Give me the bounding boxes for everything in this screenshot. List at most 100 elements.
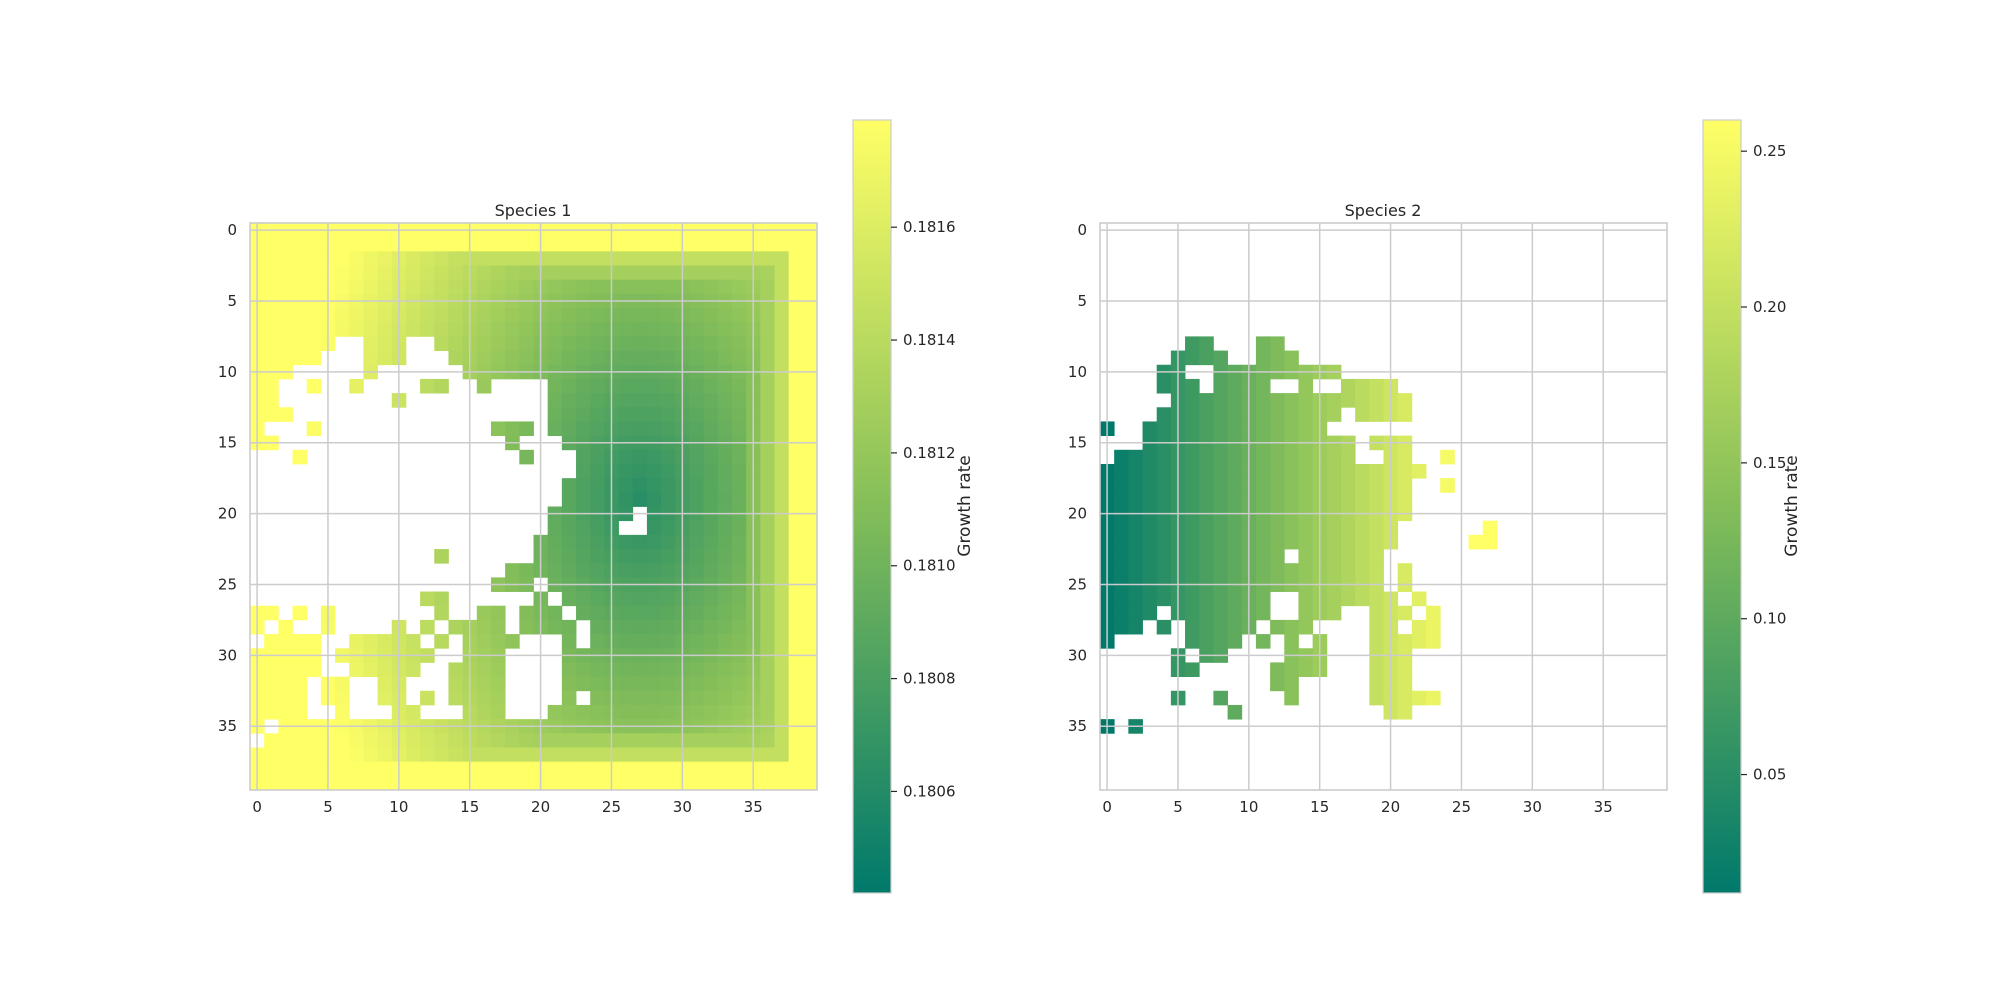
heatmap-cell [689, 534, 704, 550]
heatmap-cell [349, 662, 364, 677]
heatmap-cell [703, 676, 719, 692]
heatmap-cell [278, 704, 293, 720]
heatmap-cell [1270, 336, 1285, 351]
heatmap-cell [774, 534, 790, 550]
heatmap-cell [774, 492, 790, 507]
heatmap-cell [1270, 393, 1285, 408]
heatmap-cell [788, 761, 804, 777]
heatmap-cell [335, 676, 350, 692]
heatmap-cell [490, 775, 506, 791]
heatmap-cell [788, 322, 804, 337]
heatmap-cell [731, 619, 747, 635]
heatmap-cell [618, 534, 634, 550]
heatmap-cell [1227, 549, 1243, 564]
heatmap-cell [1326, 549, 1342, 564]
heatmap-cell [632, 733, 648, 748]
heatmap-cell [519, 421, 534, 437]
heatmap-cell [547, 308, 563, 323]
heatmap-cell [1284, 662, 1299, 677]
heatmap-cell [547, 605, 563, 621]
heatmap-cell [335, 747, 350, 763]
heatmap-cell [448, 761, 464, 777]
heatmap-cell [547, 265, 563, 281]
heatmap-cell [576, 492, 591, 507]
heatmap-cell [1185, 350, 1200, 366]
heatmap-cell [717, 563, 733, 578]
heatmap-cell [561, 322, 577, 337]
heatmap-cell [760, 421, 775, 437]
heatmap-cell [632, 265, 648, 281]
heatmap-cell [264, 704, 279, 720]
heatmap-cell [802, 605, 818, 621]
heatmap-cell [306, 237, 322, 252]
heatmap-cell [802, 336, 818, 351]
chart-title: Species 2 [1345, 201, 1422, 220]
heatmap-cell [264, 336, 279, 351]
heatmap-cell [1156, 534, 1172, 550]
heatmap-cell [292, 322, 308, 337]
heatmap-cell [802, 747, 818, 763]
heatmap-cell [1468, 534, 1484, 550]
heatmap-cell [618, 279, 634, 295]
heatmap-cell [788, 605, 804, 621]
heatmap-cell [1270, 549, 1285, 564]
heatmap-cell [661, 733, 676, 748]
heatmap-cell [264, 733, 279, 748]
heatmap-cell [618, 619, 634, 635]
heatmap-cell [1114, 478, 1129, 493]
heatmap-cell [590, 520, 605, 536]
heatmap-cell [1199, 534, 1214, 550]
heatmap-cell [1156, 463, 1172, 479]
heatmap-cell [349, 634, 364, 649]
heatmap-cell [788, 676, 804, 692]
heatmap-cell [760, 251, 775, 266]
heatmap-cell [1156, 591, 1172, 607]
heatmap-cell [1255, 478, 1271, 493]
heatmap-cell [1411, 591, 1427, 607]
heatmap-cell [434, 378, 449, 394]
heatmap-cell [561, 265, 577, 281]
heatmap-cell [561, 690, 577, 706]
heatmap-cell [689, 634, 704, 649]
heatmap-cell [1128, 563, 1143, 578]
heatmap-cell [1142, 520, 1158, 536]
heatmap-cell [1298, 378, 1314, 394]
heatmap-cell [1114, 534, 1129, 550]
heatmap-cell [519, 265, 534, 281]
heatmap-cell [561, 563, 577, 578]
heatmap-cell [760, 704, 775, 720]
heatmap-cell [1411, 634, 1427, 649]
heatmap-cell [788, 378, 804, 394]
heatmap-cell [1284, 449, 1299, 465]
heatmap-cell [576, 704, 591, 720]
heatmap-cell [788, 775, 804, 791]
heatmap-cell [632, 421, 648, 437]
colorbar-gradient [1702, 119, 1742, 894]
heatmap-cell [505, 733, 520, 748]
heatmap-cell [1227, 421, 1243, 437]
heatmap-cell [760, 534, 775, 550]
heatmap-cell [760, 322, 775, 337]
heatmap-cell [632, 747, 648, 763]
heatmap-cell [618, 662, 634, 677]
heatmap-cell [1156, 549, 1172, 564]
heatmap-cell [1397, 393, 1413, 408]
heatmap-cell [377, 336, 393, 351]
heatmap-cell [490, 279, 506, 295]
heatmap-cell [490, 237, 506, 252]
heatmap-cell [547, 393, 563, 408]
heatmap-cell [1397, 662, 1413, 677]
heatmap-cell [717, 591, 733, 607]
heatmap-cell [590, 265, 605, 281]
heatmap-cell [1284, 520, 1299, 536]
heatmap-cell [363, 634, 378, 649]
heatmap-cell [434, 336, 449, 351]
heatmap-cell [547, 704, 563, 720]
heatmap-cell [760, 747, 775, 763]
heatmap-cell [306, 350, 322, 366]
heatmap-cell [731, 492, 747, 507]
heatmap-cell [731, 478, 747, 493]
heatmap-cell [646, 563, 662, 578]
heatmap-cell [547, 619, 563, 635]
heatmap-cell [1185, 634, 1200, 649]
